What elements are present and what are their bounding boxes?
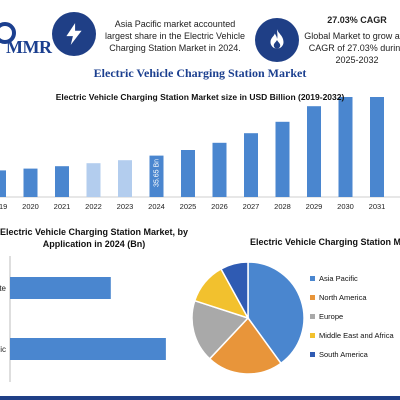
legend-label-middle-east-and-africa: Middle East and Africa xyxy=(319,331,394,340)
legend-swatch-asia-pacific xyxy=(310,276,315,281)
legend-swatch-north-america xyxy=(310,295,315,300)
bar-2031 xyxy=(370,97,384,197)
market-size-chart: 2019 2020 2021 2022 2023 2024 35.65 Bn 2025 2026… xyxy=(0,86,400,218)
mmr-logo: MMR xyxy=(0,18,52,58)
bottom-rule xyxy=(0,396,400,400)
bar-private xyxy=(10,277,111,299)
market-size-chart-title: Electric Vehicle Charging Station Market… xyxy=(55,92,345,102)
bar-2023 xyxy=(118,160,132,197)
bar-2029 xyxy=(307,106,321,197)
tick-label-2024: 2024 xyxy=(148,202,165,211)
legend-label-south-america: South America xyxy=(319,350,368,359)
legend-label-asia-pacific: Asia Pacific xyxy=(319,274,358,283)
region-chart: Electric Vehicle Charging Station Market… xyxy=(190,222,400,400)
bar-2028 xyxy=(275,121,290,197)
application-plot: Private Public xyxy=(0,256,166,382)
lightning-icon xyxy=(52,12,96,56)
tick-label-2021: 2021 xyxy=(54,202,71,211)
tick-label-2022: 2022 xyxy=(85,202,102,211)
tick-label-2020: 2020 xyxy=(22,202,39,211)
market-size-plot: 2019 2020 2021 2022 2023 2024 35.65 Bn 2025 2026… xyxy=(0,97,400,211)
pie-slice-north-america xyxy=(208,316,282,375)
tick-label-2030: 2030 xyxy=(337,202,354,211)
category-label-private: Private xyxy=(0,284,7,293)
tick-label-2026: 2026 xyxy=(211,202,228,211)
tick-label-2029: 2029 xyxy=(306,202,323,211)
application-chart-title: Electric Vehicle Charging Station Market… xyxy=(0,227,189,249)
tick-label-2019: 2019 xyxy=(0,202,7,211)
bar-2026 xyxy=(212,142,227,197)
pie-slice-europe xyxy=(191,299,250,360)
legend-label-europe: Europe xyxy=(319,312,344,321)
logo-mark-icon xyxy=(0,22,16,44)
apac-share-text: Asia Pacific market accounted largest sh… xyxy=(104,19,246,53)
bar-2030 xyxy=(338,97,353,197)
bar-public xyxy=(10,338,166,360)
region-pie xyxy=(191,261,305,375)
flame-icon xyxy=(255,18,299,62)
bar-2027 xyxy=(244,133,258,197)
bar-2020 xyxy=(23,168,38,197)
legend-swatch-middle-east-and-africa xyxy=(310,333,315,338)
data-label-2024: 35.65 Bn xyxy=(154,159,161,187)
pie-slice-asia-pacific xyxy=(247,261,305,365)
tick-label-2023: 2023 xyxy=(117,202,134,211)
bar-2019 xyxy=(0,170,6,197)
cagr-text: Global Market to grow at a CAGR of 27.03… xyxy=(304,31,400,65)
bar-2025 xyxy=(181,150,195,197)
main-title: Electric Vehicle Charging Station Market xyxy=(93,66,307,80)
tick-label-2027: 2027 xyxy=(243,202,260,211)
application-chart: Private Public Electric Vehicle Charging … xyxy=(0,222,200,400)
bar-2021 xyxy=(55,166,69,197)
tick-label-2028: 2028 xyxy=(274,202,291,211)
legend-swatch-europe xyxy=(310,314,315,319)
pie-slice-south-america xyxy=(220,261,249,319)
region-chart-title: Electric Vehicle Charging Station Market… xyxy=(250,237,400,247)
tick-label-2025: 2025 xyxy=(180,202,197,211)
category-label-public: Public xyxy=(0,345,6,354)
tick-label-2031: 2031 xyxy=(369,202,386,211)
cagr-value: 27.03% CAGR xyxy=(327,15,387,25)
legend-swatch-south-america xyxy=(310,352,315,357)
logo-text: MMR xyxy=(6,37,52,57)
bar-2024 xyxy=(149,155,164,197)
bar-2022 xyxy=(86,163,101,197)
legend-label-north-america: North America xyxy=(319,293,367,302)
